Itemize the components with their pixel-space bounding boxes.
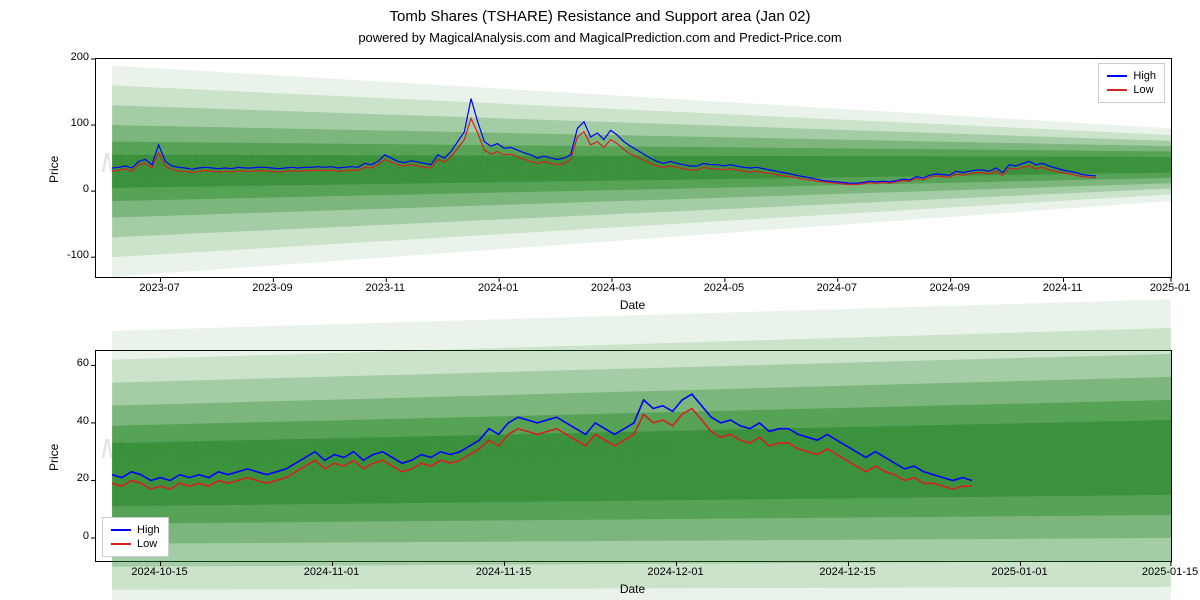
legend-swatch <box>1107 75 1127 77</box>
xtick-label: 2024-10-15 <box>120 566 200 578</box>
xtick-label: 2025-01-15 <box>1130 566 1200 578</box>
xtick-label: 2024-01 <box>458 282 538 294</box>
xtick-label: 2025-01-01 <box>980 566 1060 578</box>
legend-label: High <box>1133 70 1156 82</box>
chart-1-legend: High Low <box>1098 63 1165 103</box>
ytick-label: 100 <box>55 117 89 129</box>
legend-item: Low <box>111 538 160 550</box>
xtick-label: 2024-03 <box>571 282 651 294</box>
chart-container: Tomb Shares (TSHARE) Resistance and Supp… <box>0 0 1200 600</box>
xtick-label: 2024-12-15 <box>808 566 888 578</box>
ytick-label: 0 <box>55 183 89 195</box>
xtick-label: 2024-11-01 <box>292 566 372 578</box>
xtick-label: 2023-07 <box>120 282 200 294</box>
chart-1-svg <box>96 59 1171 277</box>
chart-2-xlabel: Date <box>95 582 1170 596</box>
xtick-label: 2023-11 <box>345 282 425 294</box>
xtick-label: 2024-05 <box>684 282 764 294</box>
chart-2-svg <box>96 351 1171 561</box>
xtick-label: 2024-09 <box>910 282 990 294</box>
legend-item: High <box>1107 70 1156 82</box>
chart-2-legend: High Low <box>102 517 169 557</box>
ytick-label: 20 <box>55 472 89 484</box>
chart-1-plot-area: MagicalAnalysis.com - MagicalPrediction.… <box>95 58 1172 278</box>
xtick-label: 2024-07 <box>797 282 877 294</box>
xtick-label: 2024-11 <box>1023 282 1103 294</box>
xtick-label: 2024-11-15 <box>464 566 544 578</box>
legend-swatch <box>111 543 131 545</box>
ytick-label: 0 <box>55 530 89 542</box>
main-title: Tomb Shares (TSHARE) Resistance and Supp… <box>0 8 1200 25</box>
chart-1-ylabel: Price <box>47 156 61 183</box>
subtitle: powered by MagicalAnalysis.com and Magic… <box>0 30 1200 45</box>
ytick-label: 40 <box>55 415 89 427</box>
legend-swatch <box>111 529 131 531</box>
legend-label: High <box>137 524 160 536</box>
legend-label: Low <box>137 538 157 550</box>
ytick-label: 200 <box>55 51 89 63</box>
legend-label: Low <box>1133 84 1153 96</box>
ytick-label: -100 <box>55 249 89 261</box>
xtick-label: 2025-01 <box>1130 282 1200 294</box>
legend-item: Low <box>1107 84 1156 96</box>
xtick-label: 2023-09 <box>232 282 312 294</box>
chart-2-ylabel: Price <box>47 444 61 471</box>
legend-swatch <box>1107 89 1127 91</box>
ytick-label: 60 <box>55 357 89 369</box>
xtick-label: 2024-12-01 <box>636 566 716 578</box>
legend-item: High <box>111 524 160 536</box>
chart-2-plot-area: MagicalAnalysis.com - MagicalPrediction.… <box>95 350 1172 562</box>
